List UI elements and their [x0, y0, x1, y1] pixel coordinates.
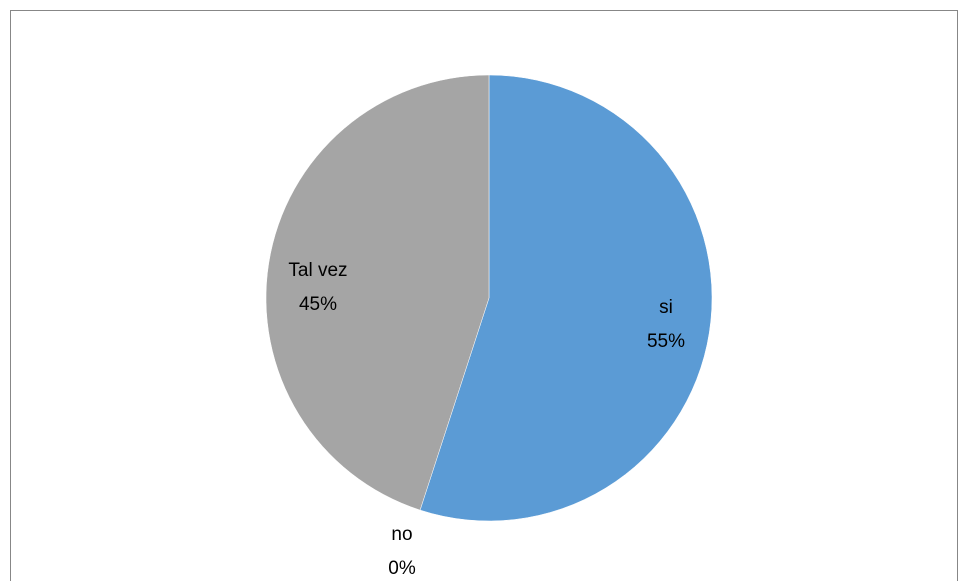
pie-data-labels: si 55% no 0% Tal vez 45% [288, 260, 685, 579]
data-label-percent-si: 55% [647, 331, 685, 352]
data-label-percent-no: 0% [388, 558, 416, 579]
data-label-category-si: si [659, 297, 673, 318]
data-label-category-tal-vez: Tal vez [288, 260, 347, 281]
pie-slice-tal-vez [265, 74, 490, 511]
pie-slices [265, 74, 713, 522]
pie-slice-si [419, 74, 713, 522]
data-label-category-no: no [391, 524, 412, 545]
data-label-percent-tal-vez: 45% [299, 294, 337, 315]
